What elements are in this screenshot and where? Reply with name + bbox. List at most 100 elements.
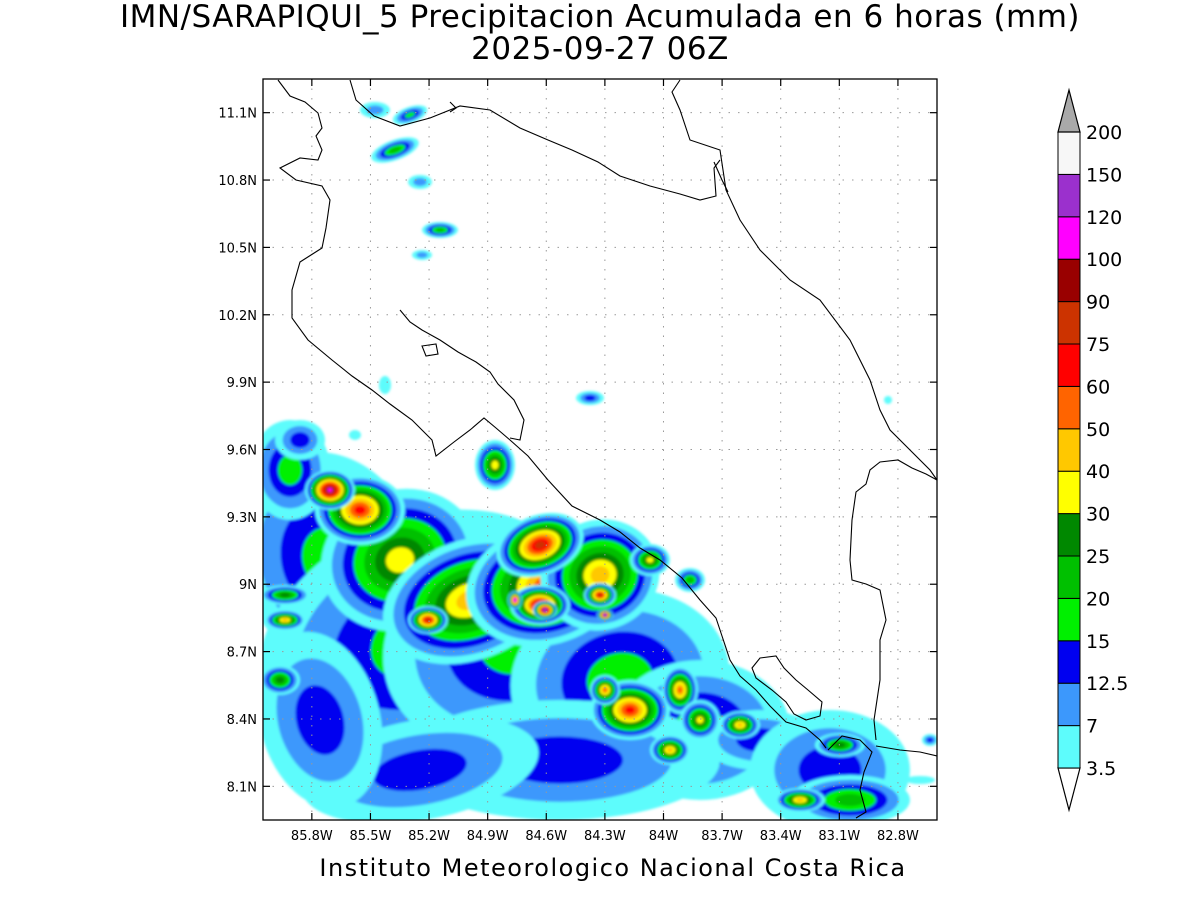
precip-contour — [884, 396, 892, 404]
precip-contour — [385, 547, 415, 573]
colorbar-max-arrow — [1057, 87, 1081, 133]
lon-tick-label: 84.9W — [467, 829, 509, 844]
colorbar-label: 100 — [1086, 249, 1122, 271]
colorbar-label: 12.5 — [1086, 673, 1128, 695]
lon-tick-label: 84.3W — [584, 829, 626, 844]
colorbar-swatch — [1057, 131, 1081, 175]
precip-contour — [666, 747, 674, 753]
colorbar-label: 15 — [1086, 631, 1110, 653]
precip-contour — [603, 613, 607, 617]
precip-contour — [584, 395, 596, 401]
colorbar-label: 150 — [1086, 164, 1122, 186]
colorbar-label: 20 — [1086, 588, 1110, 610]
colorbar-swatch — [1057, 640, 1081, 684]
colorbar-swatch — [1057, 385, 1081, 430]
colorbar-swatch — [1057, 513, 1081, 557]
colorbar-swatch — [1057, 173, 1081, 218]
colorbar-label: 200 — [1086, 122, 1122, 144]
lon-tick-label: 83.1W — [818, 829, 860, 844]
lon-tick-label: 85.5W — [350, 829, 392, 844]
precip-contour — [602, 687, 608, 693]
lon-tick-label: 82.8W — [877, 829, 919, 844]
precip-contour — [513, 598, 517, 602]
precipitation-field — [263, 102, 937, 820]
lat-tick-label: 9.3N — [227, 511, 257, 526]
lon-tick-label: 84.6W — [525, 829, 567, 844]
colorbar-min-arrow — [1057, 767, 1081, 813]
lat-tick-label: 10.5N — [218, 241, 257, 256]
lat-tick-label: 10.2N — [218, 309, 257, 324]
lat-tick-label: 8.4N — [227, 713, 257, 728]
precip-contour — [295, 685, 345, 755]
lon-tick-label: 83.7W — [701, 829, 743, 844]
lat-tick-label: 9.9N — [227, 376, 257, 391]
precip-contour — [534, 541, 546, 549]
colorbar-swatch — [1057, 428, 1081, 472]
lat-tick-label: 8.1N — [227, 780, 257, 795]
precip-contour — [290, 432, 310, 448]
lat-tick-label: 9N — [239, 578, 257, 593]
precip-contour — [366, 105, 384, 115]
colorbar-label: 50 — [1086, 419, 1110, 441]
colorbar-swatch — [1057, 301, 1081, 345]
map-title: IMN/SARAPIQUI_5 Precipitacion Acumulada … — [119, 0, 1081, 35]
precip-contour — [796, 798, 804, 802]
colorbar-label: 120 — [1086, 207, 1122, 229]
colorbar-swatch — [1057, 216, 1081, 260]
coastline — [277, 79, 937, 819]
map-grid — [263, 79, 937, 820]
colorbar-label: 30 — [1086, 504, 1110, 526]
lon-tick-label: 85.8W — [291, 829, 333, 844]
precip-contour — [677, 686, 683, 694]
precip-contour — [281, 618, 289, 622]
precip-contour — [373, 748, 467, 792]
colorbar-label: 7 — [1086, 716, 1098, 738]
precip-contour — [491, 460, 499, 470]
colorbar-label: 40 — [1086, 461, 1110, 483]
border-line — [849, 459, 937, 757]
precip-contour — [389, 146, 401, 154]
precip-contour — [277, 454, 303, 486]
precip-contour — [435, 228, 445, 232]
colorbar-swatch — [1057, 343, 1081, 387]
precip-contour — [696, 716, 704, 724]
colorbar-swatch — [1057, 470, 1081, 515]
colorbar-swatch — [1057, 258, 1081, 303]
precip-contour — [926, 737, 934, 743]
precip-contour — [275, 676, 285, 684]
precip-contour — [416, 252, 428, 258]
precip-contour — [834, 742, 846, 748]
lon-tick-label: 84W — [649, 829, 679, 844]
precip-contour — [686, 577, 694, 583]
precip-contour — [598, 593, 602, 597]
precip-contour — [279, 592, 291, 598]
colorbar-swatch — [1057, 725, 1081, 769]
precip-contour — [349, 430, 361, 440]
lat-tick-label: 10.8N — [218, 174, 257, 189]
precip-contour — [646, 557, 654, 563]
colorbar-label: 25 — [1086, 546, 1110, 568]
colorbar-swatch — [1057, 682, 1081, 727]
colorbar-label: 75 — [1086, 334, 1110, 356]
precip-contour — [413, 178, 427, 186]
precip-contour — [425, 618, 431, 622]
precip-contour — [624, 706, 636, 714]
lon-tick-label: 85.2W — [408, 829, 450, 844]
lat-tick-label: 11.1N — [218, 107, 257, 122]
precip-contour — [379, 376, 391, 394]
lat-tick-label: 9.6N — [227, 444, 257, 459]
colorbar-swatch — [1057, 597, 1081, 642]
footer-credit: Instituto Meteorologico Nacional Costa R… — [319, 854, 907, 882]
colorbar-label: 60 — [1086, 376, 1110, 398]
precip-contour — [590, 566, 610, 584]
map-subtitle: 2025-09-27 06Z — [471, 31, 729, 67]
lon-tick-label: 83.4W — [760, 829, 802, 844]
colorbar-label: 90 — [1086, 292, 1110, 314]
colorbar: 3.5 7 12.5 15 20 25 30 40 50 60 75 90 100 120 150 200 — [1057, 87, 1128, 813]
colorbar-label: 3.5 — [1086, 758, 1116, 780]
lat-tick-label: 8.7N — [227, 646, 257, 661]
precip-contour — [404, 112, 416, 118]
precip-contour — [905, 776, 935, 784]
precip-contour — [835, 793, 865, 807]
